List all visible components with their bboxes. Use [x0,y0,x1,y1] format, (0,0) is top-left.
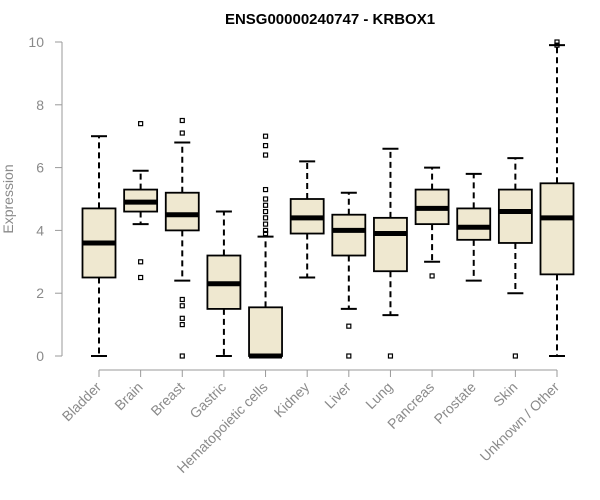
plot-area [81,39,575,359]
y-tick-label: 0 [36,348,44,364]
x-tick-label: Lung [362,379,395,412]
outlier-point [346,323,352,329]
box-group [539,39,575,357]
outlier-point [346,353,352,359]
box-group [414,166,450,279]
outlier-point [262,215,269,221]
box-group [373,147,408,359]
box-group [248,133,283,359]
x-tick-label: Unknown / Other [477,379,563,465]
box-group [123,121,159,281]
box [248,306,283,357]
outlier-point [138,259,144,265]
chart-title: ENSG00000240747 - KRBOX1 [225,11,435,28]
outlier-point [138,274,144,281]
outlier-point [262,143,269,149]
box-group [164,117,200,359]
box-group [81,135,117,357]
box-group [456,172,492,282]
x-tick-label: Bladder [59,379,105,425]
outlier-point [262,196,269,202]
box [331,213,367,257]
y-tick-label: 4 [36,222,44,238]
outlier-point [554,39,560,45]
y-tick-label: 10 [28,34,44,50]
outlier-point [429,273,435,279]
box [497,188,533,244]
box-group [497,157,533,359]
outlier-point [262,227,269,233]
x-tick-label: Kidney [271,379,313,421]
x-tick-label: Breast [147,379,187,419]
y-tick-label: 8 [36,97,44,113]
outlier-point [179,315,185,321]
x-tick-label: Skin [490,379,521,410]
box-group [206,210,242,357]
x-tick-label: Brain [111,379,145,413]
outlier-point [262,202,269,208]
outlier-point [512,353,518,359]
outlier-point [179,130,185,136]
box [373,216,408,273]
y-axis-label: Expression [0,164,16,233]
outlier-point [179,303,185,309]
box [164,191,200,232]
box-group [289,160,325,279]
box [456,207,492,241]
outlier-point [262,133,269,139]
outlier-point [262,221,269,227]
outlier-point [179,296,185,303]
outlier-point [387,353,394,359]
outlier-point [138,121,144,127]
outlier-point [262,186,269,193]
y-tick-label: 6 [36,160,44,176]
x-tick-label: Prostate [431,379,479,427]
outlier-point [179,353,185,359]
y-axis: 0 2 4 6 8 10 [28,34,63,364]
outlier-point [262,208,269,215]
outlier-point [554,42,560,48]
outlier-point [262,230,269,237]
y-tick-label: 2 [36,285,44,301]
outlier-point [179,117,185,124]
box-group [331,191,367,359]
outlier-point [179,322,185,328]
x-tick-label: Liver [321,379,354,412]
box [539,182,575,276]
outlier-point [262,152,269,158]
